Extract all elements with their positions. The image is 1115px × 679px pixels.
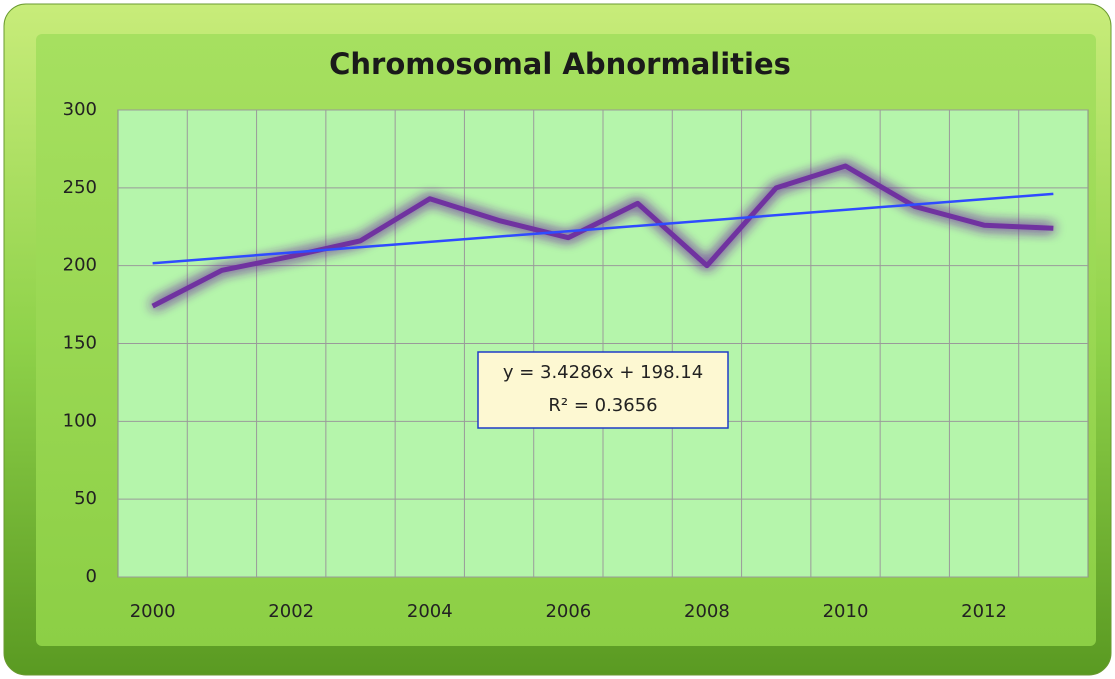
y-tick-label: 250 bbox=[63, 177, 97, 198]
y-tick-label: 200 bbox=[63, 255, 97, 276]
x-tick-label: 2012 bbox=[961, 601, 1007, 622]
trendline-label-box bbox=[477, 351, 729, 429]
trendline-r-squared: R² = 0.3656 bbox=[548, 395, 657, 416]
trendline-equation: y = 3.4286x + 198.14 bbox=[503, 362, 703, 383]
x-tick-label: 2006 bbox=[545, 601, 591, 622]
x-tick-label: 2008 bbox=[684, 601, 730, 622]
y-tick-label: 300 bbox=[63, 99, 97, 120]
x-tick-label: 2000 bbox=[130, 601, 176, 622]
trendline bbox=[152, 192, 1054, 265]
y-tick-label: 0 bbox=[86, 566, 97, 587]
y-tick-label: 50 bbox=[74, 488, 97, 509]
chart-title: Chromosomal Abnormalities bbox=[329, 47, 791, 81]
y-tick-label: 150 bbox=[63, 333, 97, 354]
x-tick-label: 2010 bbox=[823, 601, 869, 622]
data-line bbox=[151, 163, 1054, 309]
x-tick-label: 2002 bbox=[268, 601, 314, 622]
y-tick-label: 100 bbox=[63, 410, 97, 431]
x-tick-label: 2004 bbox=[407, 601, 453, 622]
